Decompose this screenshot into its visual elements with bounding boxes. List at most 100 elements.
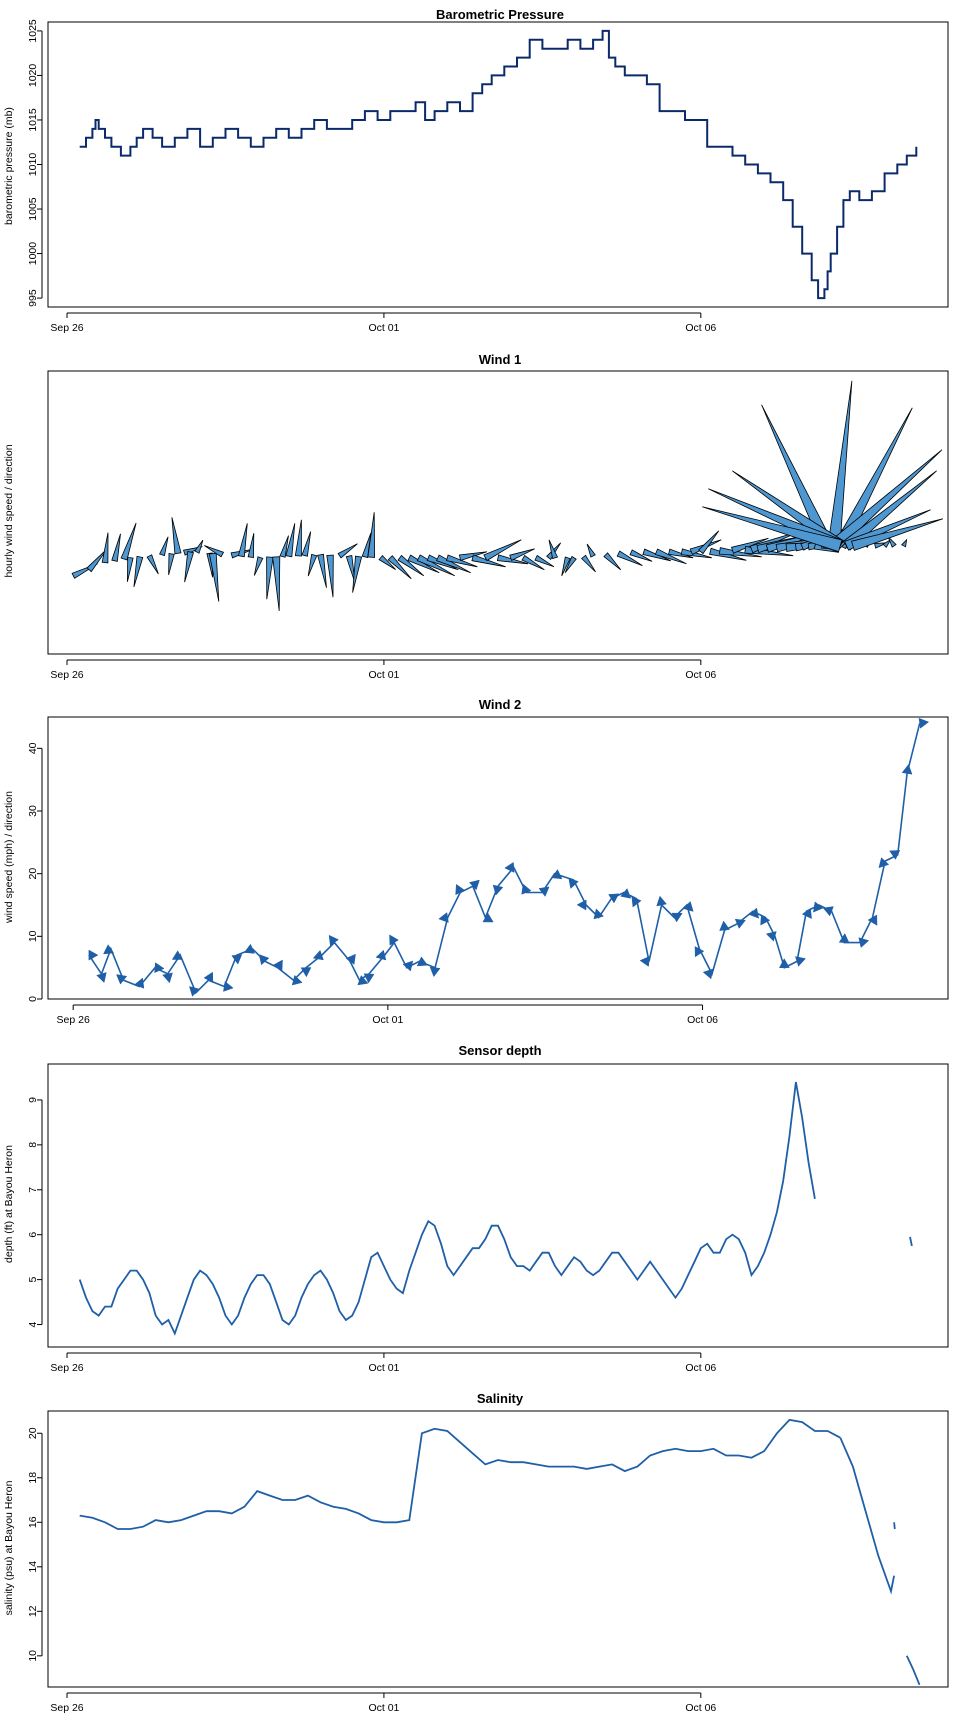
plot-frame — [47, 1063, 949, 1348]
marks-group: Sep 26 Oct 01 Oct 06 0 10 20 30 40 — [27, 717, 930, 1026]
wind-feather — [887, 536, 897, 548]
y-tick-label: 4 — [27, 1321, 39, 1327]
wind-direction-arrow — [719, 920, 730, 931]
wind-direction-arrow — [538, 886, 550, 897]
wind-direction-arrow — [656, 895, 667, 907]
wind-direction-arrow — [765, 931, 777, 942]
wind-feather — [171, 517, 182, 555]
wind-direction-arrow — [96, 972, 107, 983]
wind-feather — [194, 539, 204, 554]
x-tick-label: Oct 01 — [368, 1362, 399, 1374]
plot-frame — [47, 370, 949, 655]
wind-feather — [561, 556, 571, 576]
y-tick-label: 6 — [27, 1232, 39, 1238]
wind-feather — [387, 555, 412, 580]
y-tick-label: 0 — [27, 996, 39, 1002]
y-axis-label: hourly wind speed / direction — [3, 444, 15, 577]
y-tick-label: 1015 — [27, 108, 39, 132]
x-tick-label: Sep 26 — [57, 1014, 90, 1026]
wind-direction-arrow — [901, 763, 913, 775]
marks-group: Sep 26 Oct 01 Oct 06 — [50, 380, 944, 681]
wind-direction-arrow — [504, 861, 515, 873]
wind-feather — [445, 554, 478, 568]
plot-frame — [47, 21, 949, 308]
wind-direction-arrow — [134, 977, 145, 989]
wind-feather — [471, 554, 506, 568]
wind-direction-arrow — [795, 956, 806, 967]
y-tick-label: 1025 — [27, 19, 39, 43]
chart-title: Wind 1 — [479, 352, 522, 367]
wind-feather — [901, 538, 908, 548]
wind-feather — [111, 533, 121, 562]
marks-group: Sep 26 Oct 01 Oct 06 4 5 6 7 8 9 — [27, 1081, 913, 1374]
wind-direction-arrow — [88, 949, 99, 961]
wind-direction-arrow — [171, 950, 184, 960]
wind-direction-arrow — [258, 954, 270, 966]
wind-feather — [208, 552, 220, 602]
wind-feather — [586, 543, 596, 558]
wind-feather — [279, 535, 289, 558]
wind-feather — [237, 523, 248, 558]
panel-wind-2: Wind 2 wind speed (mph) / direction Sep … — [3, 697, 949, 1026]
y-tick-label: 5 — [27, 1277, 39, 1283]
y-axis-label: depth (ft) at Bayou Heron — [3, 1145, 15, 1263]
wind-direction-arrow — [748, 907, 760, 919]
wind-feather — [534, 554, 555, 568]
marks-group: Sep 26 Oct 01 Oct 06 995 1000 1005 1010 1015 102… — [27, 19, 918, 334]
y-tick-label: 8 — [27, 1142, 39, 1148]
wind-direction-arrow — [312, 949, 324, 961]
wind-direction-arrow — [576, 899, 587, 911]
y-tick-label: 14 — [27, 1561, 39, 1573]
y-tick-label: 1005 — [27, 197, 39, 221]
y-tick-label: 995 — [27, 289, 39, 307]
salinity-fragment — [839, 1437, 895, 1595]
y-axis-label: barometric pressure (mb) — [3, 107, 15, 225]
wind-direction-arrow — [608, 893, 620, 904]
wind-feather — [850, 518, 944, 551]
y-tick-label: 20 — [27, 1427, 39, 1439]
wind-direction-arrow — [671, 912, 683, 923]
x-tick-label: Oct 06 — [685, 1702, 716, 1714]
wind-feather — [483, 539, 522, 562]
wind-direction-arrow — [345, 953, 356, 965]
wind-feather — [133, 555, 144, 588]
depth-fragment — [909, 1236, 913, 1247]
panel-barometric-pressure: Barometric Pressure barometric pressure … — [3, 7, 949, 334]
wind-feather — [702, 506, 843, 553]
wind-direction-arrow — [889, 850, 901, 860]
y-tick-label: 30 — [27, 805, 39, 817]
wind-direction-arrow — [521, 883, 532, 895]
y-tick-label: 7 — [27, 1187, 39, 1193]
wind-feather — [345, 555, 356, 584]
wind-direction-arrow — [702, 968, 714, 980]
wind-direction-arrow — [363, 973, 375, 984]
wind-feather — [294, 519, 302, 557]
wind-feather — [337, 543, 358, 559]
y-tick-label: 10 — [27, 1650, 39, 1662]
wind-feather — [603, 552, 622, 571]
wind-direction-arrow — [760, 914, 771, 926]
x-tick-label: Sep 26 — [50, 1362, 83, 1374]
wind-direction-arrow — [838, 933, 850, 944]
wind-feather — [253, 556, 264, 576]
wind-feather — [317, 553, 327, 588]
wind-direction-arrow — [243, 943, 256, 954]
y-tick-label: 40 — [27, 742, 39, 754]
wind-feather — [509, 548, 535, 561]
wind-direction-arrow — [438, 912, 449, 923]
x-tick-label: Sep 26 — [50, 1702, 83, 1714]
wind-feather — [184, 551, 195, 583]
wind-direction-arrow — [867, 914, 878, 926]
wind-direction-arrow — [631, 896, 642, 908]
wind-direction-arrow — [375, 949, 387, 961]
wind-feather — [882, 538, 892, 549]
wind-direction-arrow — [801, 907, 812, 920]
wind-direction-arrow — [203, 971, 214, 983]
wind-direction-arrow — [162, 972, 173, 984]
wind-direction-arrow — [620, 888, 632, 899]
wind-feather — [272, 556, 281, 611]
wind-direction-arrow — [813, 901, 824, 913]
wind-feather — [266, 556, 274, 600]
y-tick-label: 18 — [27, 1472, 39, 1484]
wind-direction-arrow — [778, 958, 790, 969]
